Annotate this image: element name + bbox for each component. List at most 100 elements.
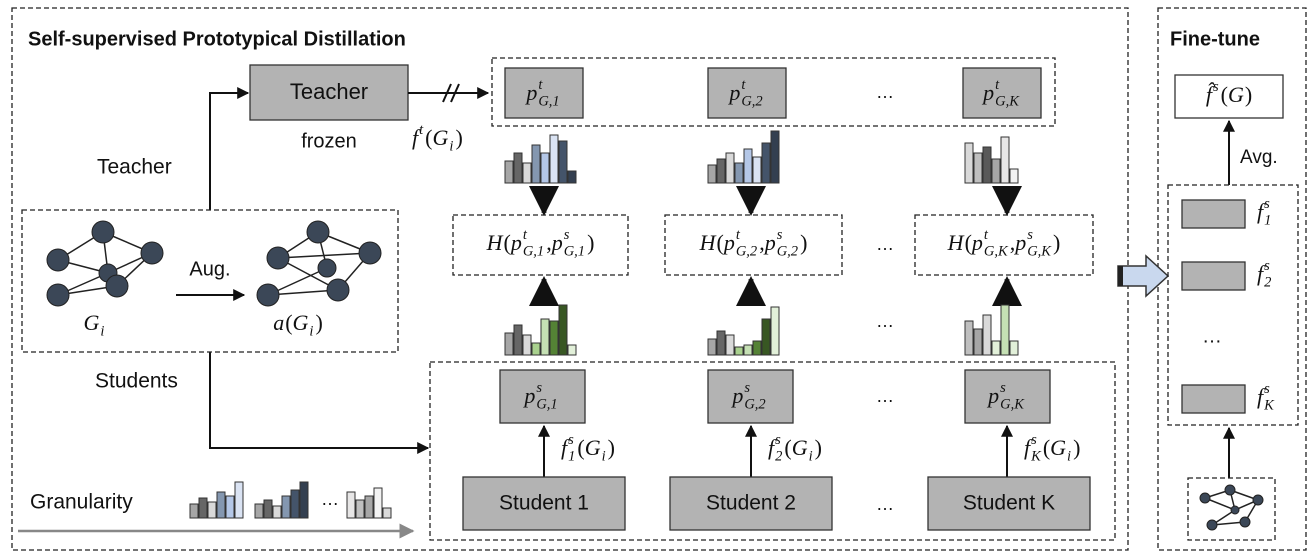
histogram-bar bbox=[973, 328, 983, 356]
math-sub: G,K bbox=[984, 243, 1009, 259]
histogram-bar bbox=[504, 160, 514, 184]
histogram-bar bbox=[558, 304, 568, 356]
math-text: ) bbox=[1073, 435, 1080, 460]
math-sub: G,1 bbox=[564, 243, 585, 259]
math-base: H bbox=[699, 230, 717, 255]
math-text: ) bbox=[315, 310, 322, 335]
teacher-prototypes-box bbox=[491, 57, 1056, 127]
math-text: ) bbox=[587, 230, 594, 255]
math-text: ) bbox=[608, 435, 615, 460]
math-sup: s bbox=[1213, 79, 1219, 95]
math-base: f bbox=[412, 125, 421, 150]
histogram-bar bbox=[991, 158, 1001, 184]
math-sup: s bbox=[777, 227, 783, 243]
feature-box bbox=[1181, 261, 1246, 291]
arrow bbox=[209, 352, 430, 454]
math-text: ( bbox=[784, 435, 791, 460]
math-text: ) bbox=[800, 230, 807, 255]
math-expression: p tG,1 bbox=[524, 77, 559, 109]
histogram-bar bbox=[207, 501, 217, 519]
histogram-bar bbox=[734, 346, 744, 356]
math-text: , bbox=[759, 230, 765, 255]
histogram-bar bbox=[752, 156, 762, 184]
math-base: p bbox=[763, 230, 776, 255]
input-graph-box bbox=[1187, 477, 1276, 541]
histogram-bar bbox=[743, 344, 753, 356]
teacher-box bbox=[249, 64, 409, 121]
math-base: G bbox=[293, 310, 309, 335]
math-base: p bbox=[522, 383, 535, 408]
histogram-bar bbox=[964, 142, 974, 184]
histogram-bar bbox=[567, 344, 577, 356]
histogram-bar bbox=[991, 340, 1001, 356]
histogram-bar bbox=[364, 495, 374, 519]
histogram-bar bbox=[716, 330, 726, 356]
math-sub: G,1 bbox=[536, 396, 557, 412]
histogram-bar bbox=[513, 152, 523, 184]
math-sup: s bbox=[568, 432, 574, 448]
histogram-bar bbox=[373, 487, 383, 519]
math-expression: H(p tG,K, p sG,K) bbox=[947, 227, 1061, 259]
ellipsis: … bbox=[876, 494, 894, 514]
histogram-bar bbox=[549, 134, 559, 184]
math-text: , bbox=[1010, 230, 1016, 255]
histogram-bar bbox=[382, 507, 392, 519]
prototype-box bbox=[707, 369, 794, 424]
ellipsis: … bbox=[876, 234, 894, 254]
transfer-arrow bbox=[1118, 266, 1123, 286]
math-sub: G,2 bbox=[777, 243, 798, 259]
histogram-bar bbox=[1000, 136, 1010, 184]
histogram-bar bbox=[982, 146, 992, 184]
histogram-bar bbox=[725, 152, 735, 184]
math-sub: K bbox=[1263, 397, 1275, 413]
math-text: ( bbox=[503, 230, 510, 255]
math-base: p bbox=[981, 80, 994, 105]
math-expression: p sG,1 bbox=[522, 380, 557, 412]
histogram-bar bbox=[964, 320, 974, 356]
math-text: , bbox=[546, 230, 552, 255]
frozen-label: frozen bbox=[301, 130, 357, 152]
histogram-bar bbox=[299, 481, 309, 519]
histogram-bar bbox=[522, 334, 532, 356]
prototype-box bbox=[504, 67, 584, 119]
student-label: Student 1 bbox=[499, 492, 589, 515]
math-sup: t bbox=[995, 77, 1000, 93]
graph bbox=[256, 220, 382, 307]
math-base: p bbox=[509, 230, 522, 255]
math-text: ( bbox=[1221, 82, 1228, 107]
entropy-box bbox=[452, 214, 629, 276]
math-sup: s bbox=[536, 380, 542, 396]
panel-title: Fine-tune bbox=[1170, 28, 1260, 50]
math-base: p bbox=[730, 383, 743, 408]
math-text: ) bbox=[455, 125, 462, 150]
math-base: H bbox=[486, 230, 504, 255]
histogram-bar bbox=[770, 130, 780, 184]
histogram-bar bbox=[254, 503, 264, 519]
math-base: f bbox=[768, 435, 777, 460]
math-base: f̂ bbox=[1206, 82, 1216, 107]
branch-label: Teacher bbox=[97, 156, 172, 179]
histogram-bar bbox=[973, 152, 983, 184]
graph-box bbox=[21, 209, 399, 353]
math-text: ) bbox=[1245, 82, 1252, 107]
feature-box bbox=[1181, 199, 1246, 229]
math-base: G bbox=[792, 435, 808, 460]
math-expression: f sK bbox=[1257, 381, 1275, 413]
math-sup: t bbox=[419, 122, 424, 138]
histogram-bar bbox=[216, 491, 226, 519]
math-sub: G,2 bbox=[741, 93, 762, 109]
histogram-bar bbox=[549, 320, 559, 356]
histogram-bar bbox=[716, 158, 726, 184]
graph bbox=[1199, 484, 1264, 531]
features-box bbox=[1167, 184, 1299, 426]
math-base: p bbox=[727, 80, 740, 105]
histogram-bar bbox=[290, 489, 300, 519]
prototype-box bbox=[962, 67, 1042, 119]
histogram-bar bbox=[234, 481, 244, 519]
math-base: a bbox=[273, 310, 284, 335]
teacher-label: Teacher bbox=[290, 79, 368, 104]
math-sup: s bbox=[1264, 381, 1270, 397]
